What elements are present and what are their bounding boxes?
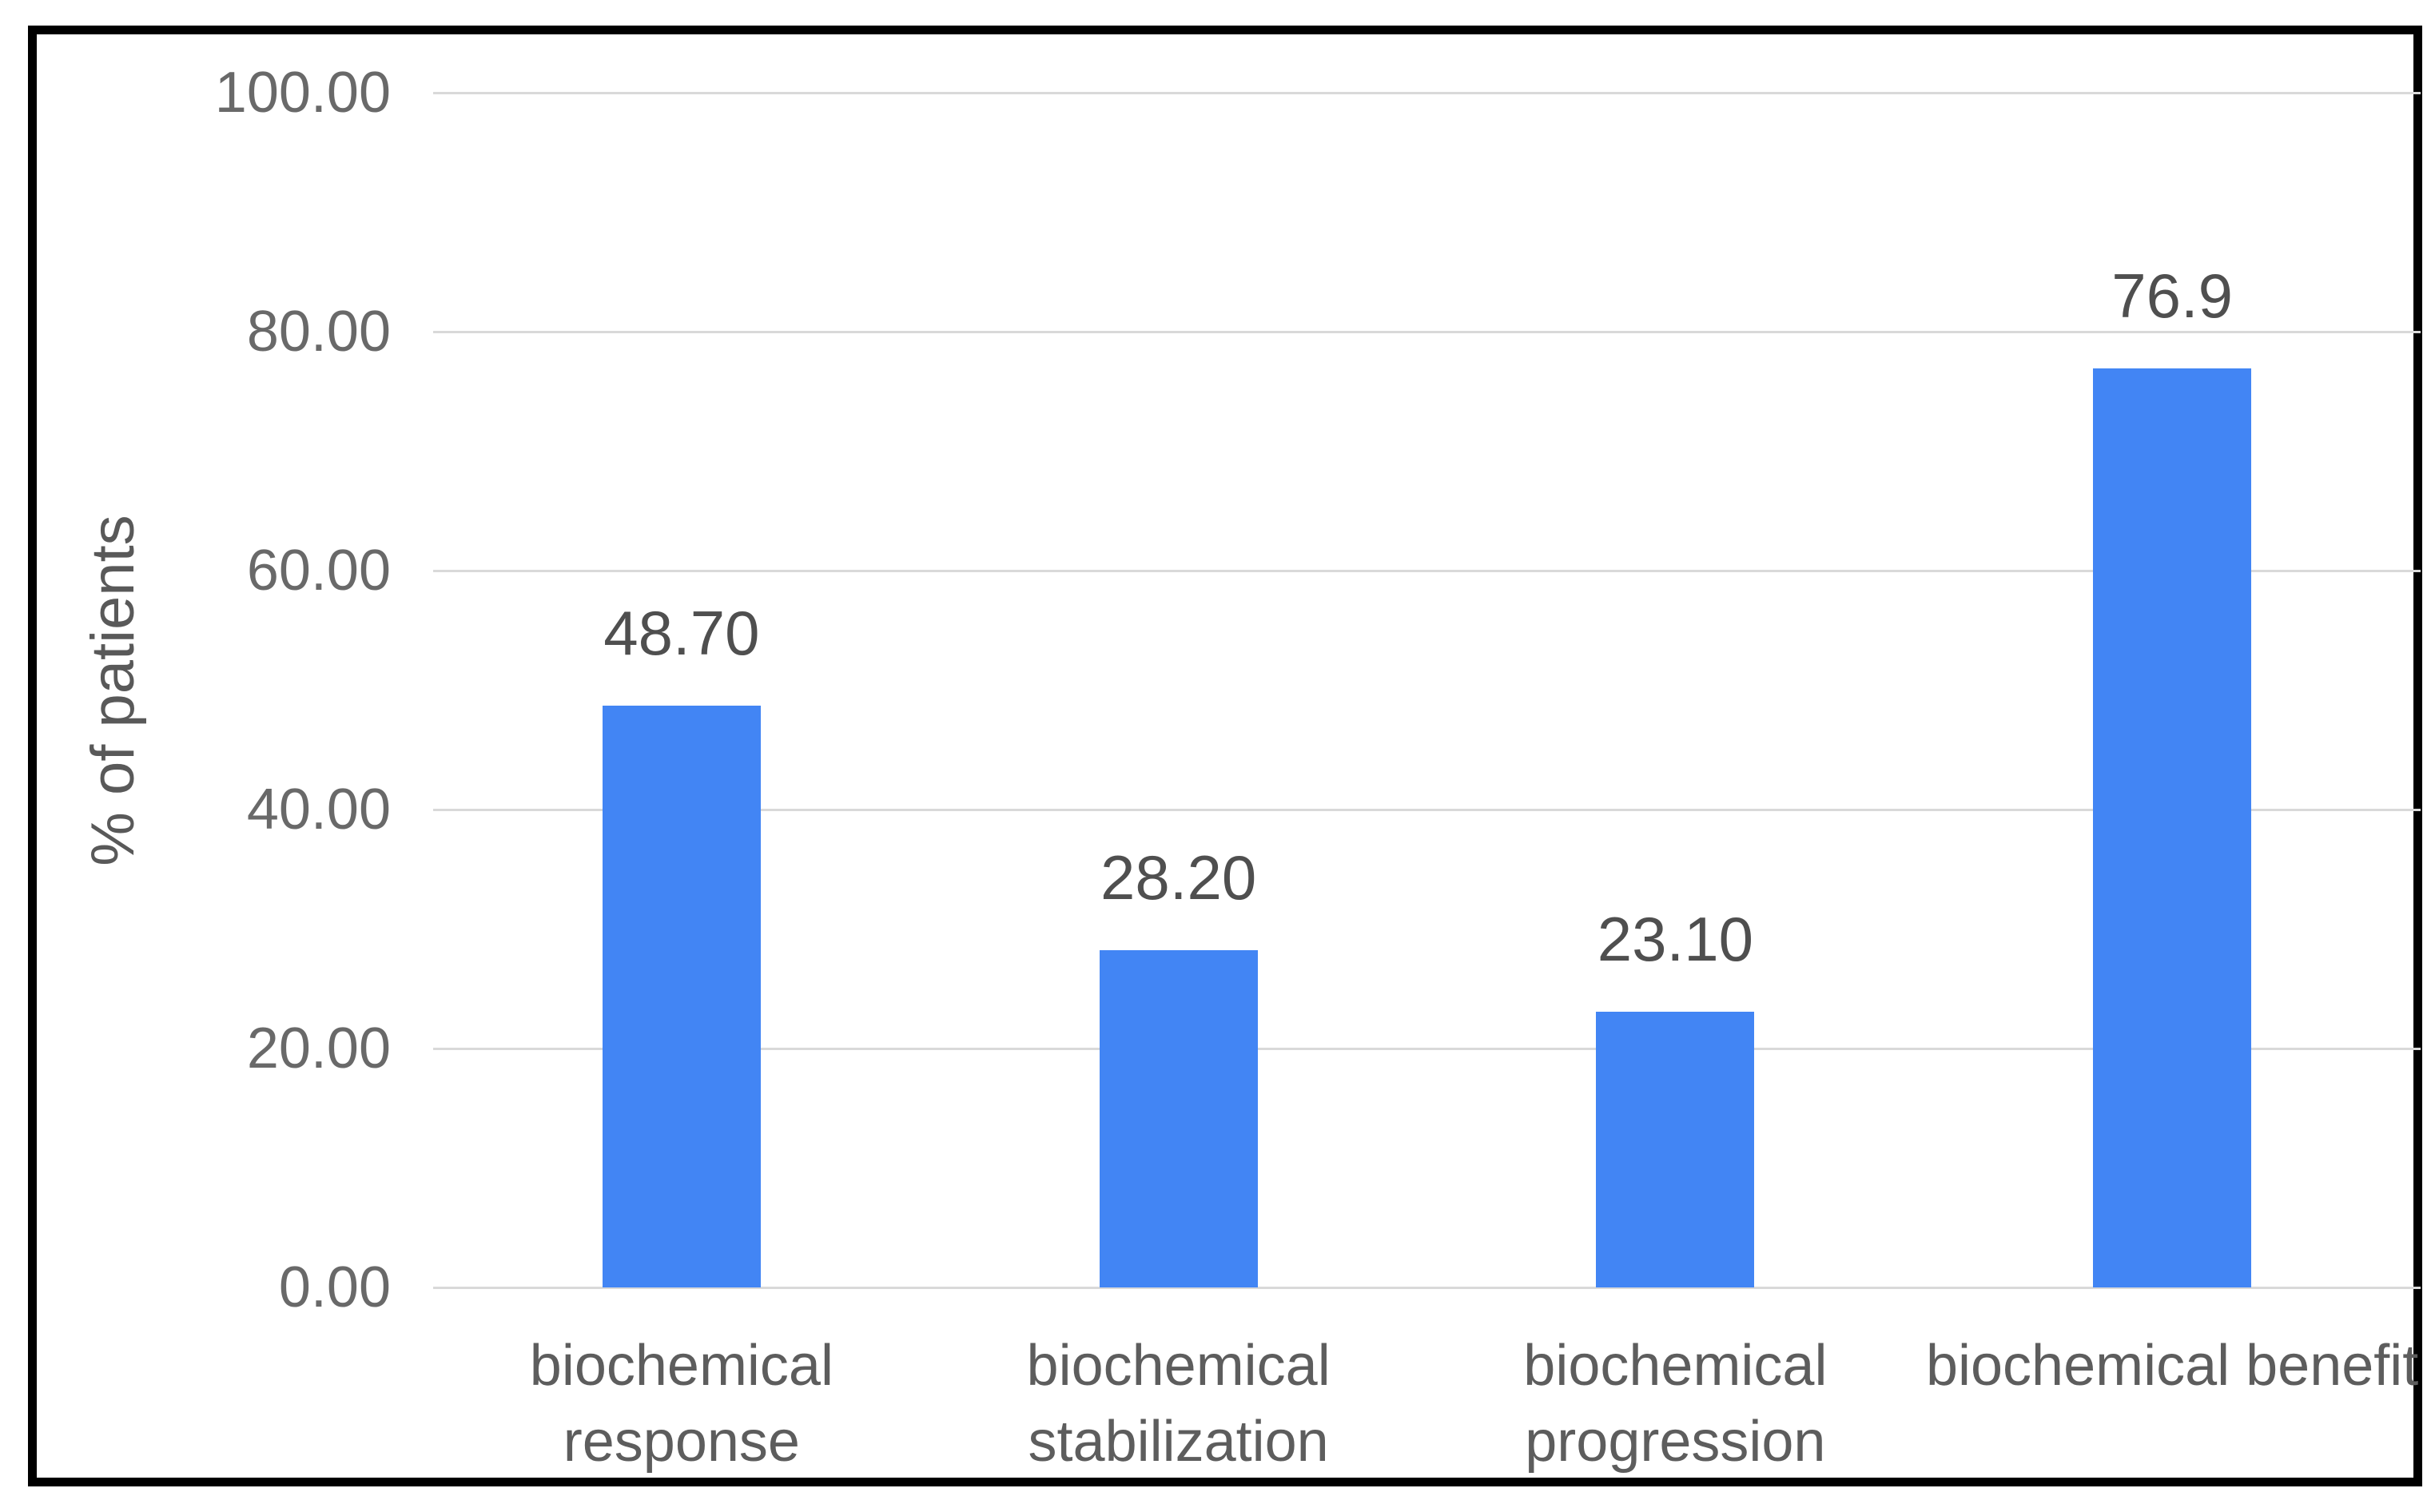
y-tick-label: 40.00	[246, 778, 391, 842]
y-gridline	[433, 809, 2421, 811]
y-gridline	[433, 1048, 2421, 1050]
bar-value-label: 48.70	[603, 598, 760, 668]
y-gridline	[433, 92, 2421, 94]
y-gridline	[433, 570, 2421, 572]
bar	[1596, 1012, 1755, 1287]
bar	[1099, 950, 1258, 1287]
bar-value-label: 28.20	[1100, 842, 1257, 913]
y-tick-label: 100.00	[214, 61, 391, 125]
x-category-label: biochemical benefit	[1925, 1334, 2419, 1398]
x-category-label: biochemical progression	[1523, 1334, 1828, 1474]
y-gridline	[433, 331, 2421, 333]
bar	[602, 706, 761, 1287]
y-tick-label: 60.00	[246, 539, 391, 603]
x-category-label: biochemical response	[529, 1334, 834, 1474]
bar-value-label: 23.10	[1597, 904, 1753, 974]
y-tick-label: 80.00	[246, 300, 391, 364]
y-tick-label: 20.00	[246, 1017, 391, 1080]
y-axis-title: % of patients	[79, 515, 147, 866]
bar	[2093, 368, 2252, 1287]
x-category-label: biochemical stabilization	[1026, 1334, 1331, 1474]
bar-value-label: 76.9	[2111, 261, 2234, 331]
y-tick-label: 0.00	[278, 1255, 391, 1319]
y-gridline	[433, 1287, 2421, 1289]
